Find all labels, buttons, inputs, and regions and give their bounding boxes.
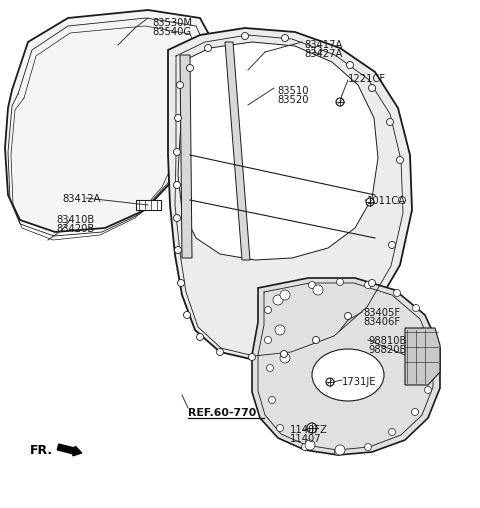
Polygon shape xyxy=(168,28,412,360)
Circle shape xyxy=(276,425,284,431)
Circle shape xyxy=(173,181,180,188)
Circle shape xyxy=(173,148,180,155)
Circle shape xyxy=(388,241,396,248)
Text: 98810B: 98810B xyxy=(368,336,407,346)
Circle shape xyxy=(398,197,406,204)
FancyArrow shape xyxy=(57,444,82,456)
Circle shape xyxy=(187,65,193,72)
Circle shape xyxy=(178,279,184,287)
Circle shape xyxy=(369,279,375,287)
Circle shape xyxy=(241,33,249,40)
Circle shape xyxy=(268,397,276,403)
Circle shape xyxy=(280,290,290,300)
Circle shape xyxy=(347,61,353,69)
Circle shape xyxy=(301,443,309,451)
Polygon shape xyxy=(180,55,192,258)
Circle shape xyxy=(335,449,341,456)
Circle shape xyxy=(396,156,404,164)
Circle shape xyxy=(336,98,344,106)
Text: 83520: 83520 xyxy=(277,95,309,105)
Circle shape xyxy=(386,118,394,125)
Circle shape xyxy=(275,325,285,335)
Circle shape xyxy=(314,47,322,53)
Circle shape xyxy=(312,336,320,343)
Circle shape xyxy=(364,281,372,289)
Circle shape xyxy=(196,333,204,340)
Circle shape xyxy=(394,290,400,297)
Text: 83417A: 83417A xyxy=(304,40,342,50)
Circle shape xyxy=(249,354,255,361)
Circle shape xyxy=(309,281,315,289)
Polygon shape xyxy=(405,328,440,385)
Text: 1221CF: 1221CF xyxy=(348,74,386,84)
Circle shape xyxy=(173,214,180,221)
Circle shape xyxy=(266,365,274,371)
Circle shape xyxy=(429,359,435,365)
Circle shape xyxy=(216,348,224,356)
Text: 83510: 83510 xyxy=(277,86,309,96)
Text: 83406F: 83406F xyxy=(363,317,400,327)
Circle shape xyxy=(204,45,212,51)
Text: REF.60-770: REF.60-770 xyxy=(188,408,256,418)
Text: 1011CA: 1011CA xyxy=(367,196,406,206)
Circle shape xyxy=(345,312,351,320)
Circle shape xyxy=(424,387,432,394)
Text: 1140FZ: 1140FZ xyxy=(290,425,328,435)
Text: 83405F: 83405F xyxy=(363,308,400,318)
Text: 98820B: 98820B xyxy=(368,345,407,355)
Circle shape xyxy=(412,304,420,311)
Circle shape xyxy=(366,198,374,206)
Circle shape xyxy=(280,351,288,358)
Circle shape xyxy=(424,329,432,335)
Polygon shape xyxy=(178,42,378,260)
Circle shape xyxy=(175,114,181,121)
Text: 83412A: 83412A xyxy=(62,194,100,204)
Circle shape xyxy=(364,443,372,451)
Circle shape xyxy=(313,285,323,295)
Circle shape xyxy=(264,306,272,313)
Text: 11407: 11407 xyxy=(290,434,322,444)
Circle shape xyxy=(305,440,315,450)
Polygon shape xyxy=(225,42,250,260)
Polygon shape xyxy=(252,278,440,455)
Circle shape xyxy=(281,35,288,42)
Circle shape xyxy=(175,246,181,253)
Circle shape xyxy=(388,429,396,435)
Circle shape xyxy=(280,353,290,363)
Circle shape xyxy=(264,336,272,343)
Circle shape xyxy=(183,311,191,319)
Circle shape xyxy=(336,278,344,285)
Circle shape xyxy=(307,423,317,433)
Text: 83540G: 83540G xyxy=(152,27,191,37)
Circle shape xyxy=(369,84,375,91)
Text: 83410B: 83410B xyxy=(56,215,94,225)
Circle shape xyxy=(326,378,334,386)
Bar xyxy=(136,200,161,210)
Text: FR.: FR. xyxy=(30,443,53,457)
Circle shape xyxy=(177,81,183,88)
Text: 1731JE: 1731JE xyxy=(342,377,376,387)
Text: 83420B: 83420B xyxy=(56,224,94,234)
Polygon shape xyxy=(5,10,212,232)
Text: 83427A: 83427A xyxy=(304,49,342,59)
Circle shape xyxy=(411,408,419,416)
Text: 83530M: 83530M xyxy=(152,18,192,28)
Circle shape xyxy=(335,445,345,455)
Ellipse shape xyxy=(312,349,384,401)
Circle shape xyxy=(273,295,283,305)
